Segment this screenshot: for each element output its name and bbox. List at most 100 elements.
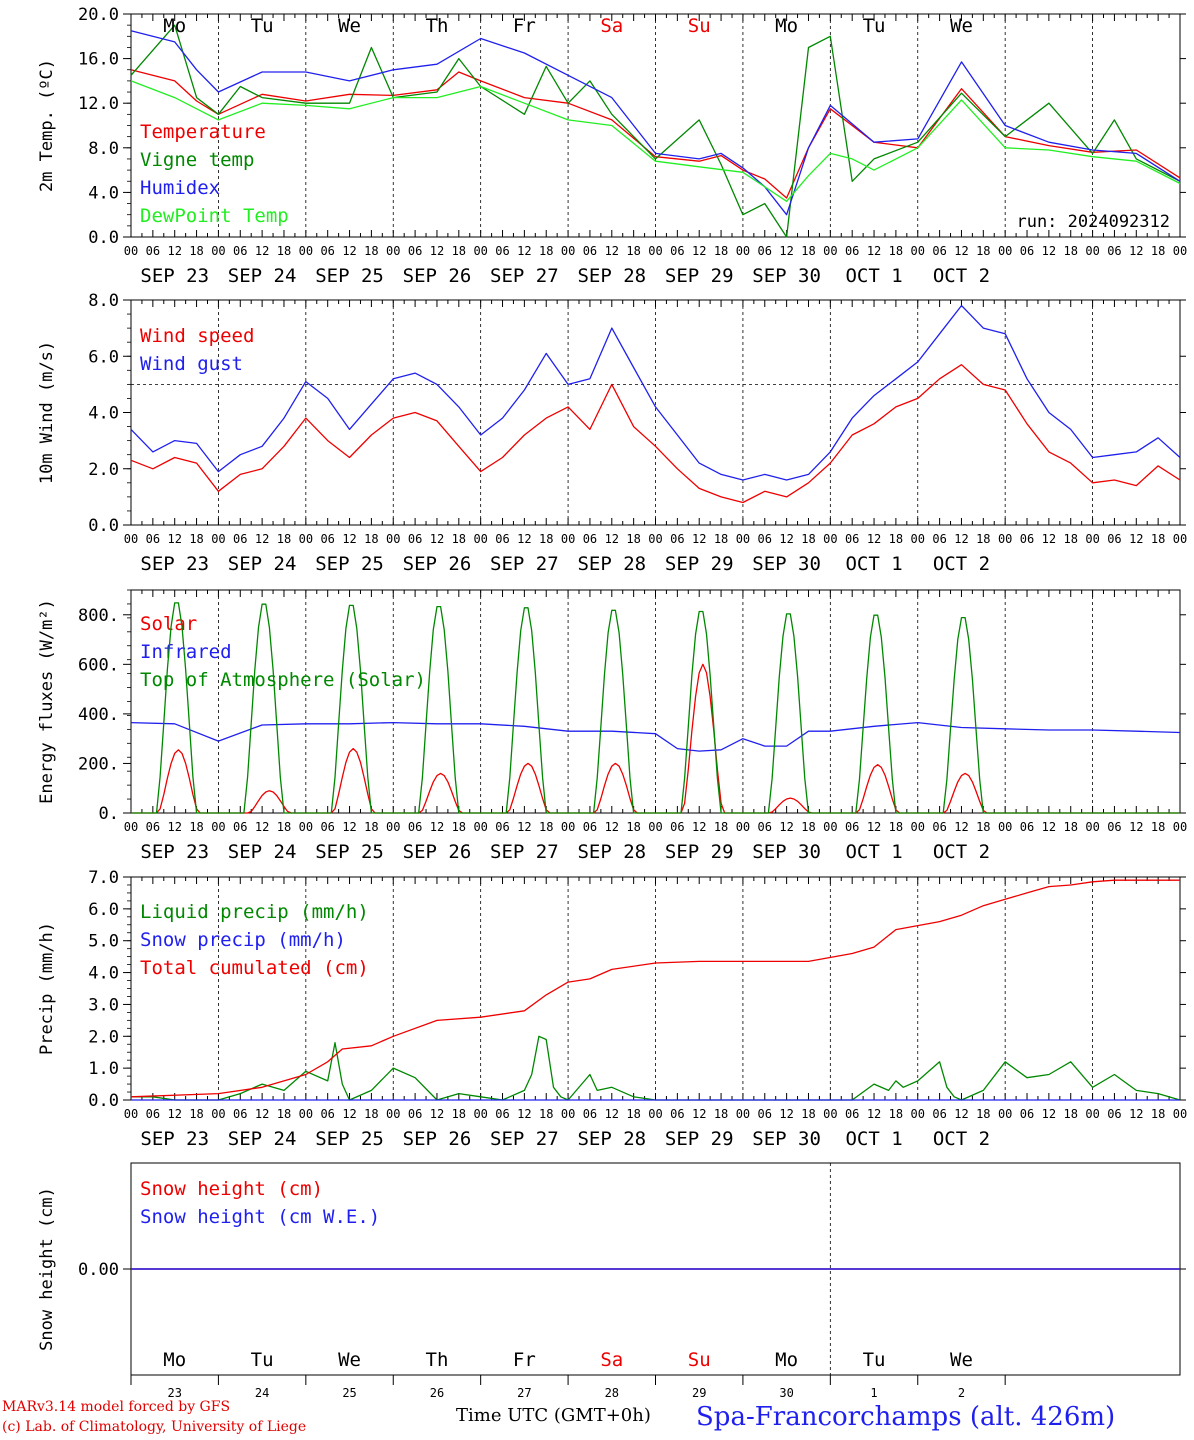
hour-tick-label: 06 (1020, 532, 1034, 546)
y-tick-label: 0.00 (78, 1260, 119, 1280)
y-tick-label: 600. (78, 655, 119, 675)
hour-tick-label: 06 (670, 820, 684, 834)
hour-tick-label: 18 (976, 1107, 990, 1121)
legend-entry: DewPoint Temp (140, 205, 289, 227)
weekday-label: Mo (163, 1349, 186, 1371)
hour-tick-label: 00 (736, 532, 750, 546)
hour-tick-label: 18 (452, 820, 466, 834)
hour-tick-label: 18 (189, 1107, 203, 1121)
legend-entry: Snow height (cm) (140, 1178, 323, 1200)
date-label: SEP 27 (490, 1128, 559, 1150)
hour-tick-label: 12 (779, 820, 793, 834)
run-annotation: run: 2024092312 (1016, 212, 1170, 232)
weekday-label: Su (688, 15, 711, 37)
y-tick-label: 0.0 (88, 228, 119, 248)
legend-entry: Solar (140, 613, 197, 635)
day-number-label: 24 (255, 1386, 269, 1400)
hour-tick-label: 18 (976, 244, 990, 258)
date-label: OCT 2 (933, 1128, 990, 1150)
hour-tick-label: 12 (430, 820, 444, 834)
date-label: SEP 25 (315, 553, 384, 575)
hour-tick-label: 12 (692, 244, 706, 258)
date-label: SEP 26 (403, 265, 472, 287)
hour-tick-label: 00 (911, 820, 925, 834)
legend-entry: Temperature (140, 121, 266, 143)
date-label: SEP 29 (665, 265, 734, 287)
hour-tick-label: 18 (364, 532, 378, 546)
hour-tick-label: 06 (495, 820, 509, 834)
hour-tick-label: 18 (539, 820, 553, 834)
hour-tick-label: 18 (1151, 532, 1165, 546)
hour-tick-label: 00 (998, 820, 1012, 834)
hour-tick-label: 18 (1151, 244, 1165, 258)
hour-tick-label: 06 (233, 532, 247, 546)
hour-tick-label: 06 (408, 820, 422, 834)
day-number-label: 23 (167, 1386, 181, 1400)
hour-tick-label: 06 (583, 244, 597, 258)
hour-tick-label: 06 (758, 244, 772, 258)
hour-tick-label: 00 (386, 532, 400, 546)
hour-tick-label: 00 (823, 1107, 837, 1121)
hour-tick-label: 00 (736, 244, 750, 258)
date-label: OCT 2 (933, 265, 990, 287)
hour-tick-label: 18 (452, 532, 466, 546)
weekday-label: Su (688, 1349, 711, 1371)
hour-tick-label: 00 (648, 820, 662, 834)
hour-tick-label: 00 (473, 532, 487, 546)
hour-tick-label: 18 (889, 820, 903, 834)
hour-tick-label: 18 (714, 820, 728, 834)
hour-tick-label: 06 (932, 244, 946, 258)
hour-tick-label: 00 (386, 820, 400, 834)
weekday-label: Fr (513, 1349, 536, 1371)
hour-tick-label: 00 (911, 1107, 925, 1121)
date-label: SEP 29 (665, 553, 734, 575)
hour-tick-label: 06 (845, 1107, 859, 1121)
y-tick-label: 4.0 (88, 964, 119, 984)
hour-tick-label: 06 (845, 532, 859, 546)
date-label: SEP 23 (140, 841, 209, 863)
hour-tick-label: 18 (1064, 1107, 1078, 1121)
hour-tick-label: 18 (626, 532, 640, 546)
y-axis-label: Energy fluxes (W/m²) (37, 599, 57, 804)
hour-tick-label: 00 (998, 244, 1012, 258)
hour-tick-label: 06 (583, 820, 597, 834)
date-label: SEP 27 (490, 265, 559, 287)
y-tick-label: 5.0 (88, 932, 119, 952)
hour-tick-label: 12 (167, 820, 181, 834)
hour-tick-label: 18 (801, 532, 815, 546)
y-tick-label: 0. (99, 804, 119, 824)
hour-tick-label: 12 (1042, 1107, 1056, 1121)
date-label: SEP 27 (490, 841, 559, 863)
hour-tick-label: 06 (146, 1107, 160, 1121)
credit-line-1: MARv3.14 model forced by GFS (2, 1399, 231, 1415)
day-number-label: 30 (779, 1386, 793, 1400)
hour-tick-label: 00 (473, 244, 487, 258)
hour-tick-label: 18 (277, 1107, 291, 1121)
hour-tick-label: 06 (583, 532, 597, 546)
hour-tick-label: 00 (1085, 820, 1099, 834)
legend-entry: Top of Atmosphere (Solar) (140, 669, 426, 691)
hour-tick-label: 00 (648, 244, 662, 258)
weekday-label: Th (426, 15, 449, 37)
hour-tick-label: 00 (1173, 244, 1187, 258)
y-tick-label: 2.0 (88, 460, 119, 480)
hour-tick-label: 00 (823, 820, 837, 834)
date-label: SEP 29 (665, 841, 734, 863)
hour-tick-label: 06 (408, 1107, 422, 1121)
hour-tick-label: 06 (408, 532, 422, 546)
date-label: OCT 1 (845, 1128, 902, 1150)
hour-tick-label: 00 (1085, 532, 1099, 546)
date-label: SEP 29 (665, 1128, 734, 1150)
hour-tick-label: 12 (1042, 244, 1056, 258)
date-label: SEP 25 (315, 1128, 384, 1150)
hour-tick-label: 12 (255, 532, 269, 546)
hour-tick-label: 12 (342, 532, 356, 546)
date-label: SEP 23 (140, 265, 209, 287)
date-label: SEP 28 (577, 1128, 646, 1150)
legend-entry: Humidex (140, 177, 220, 199)
hour-tick-label: 18 (189, 244, 203, 258)
weekday-label: Tu (863, 15, 886, 37)
hour-tick-label: 12 (517, 244, 531, 258)
hour-tick-label: 06 (1020, 244, 1034, 258)
y-tick-label: 4.0 (88, 183, 119, 203)
